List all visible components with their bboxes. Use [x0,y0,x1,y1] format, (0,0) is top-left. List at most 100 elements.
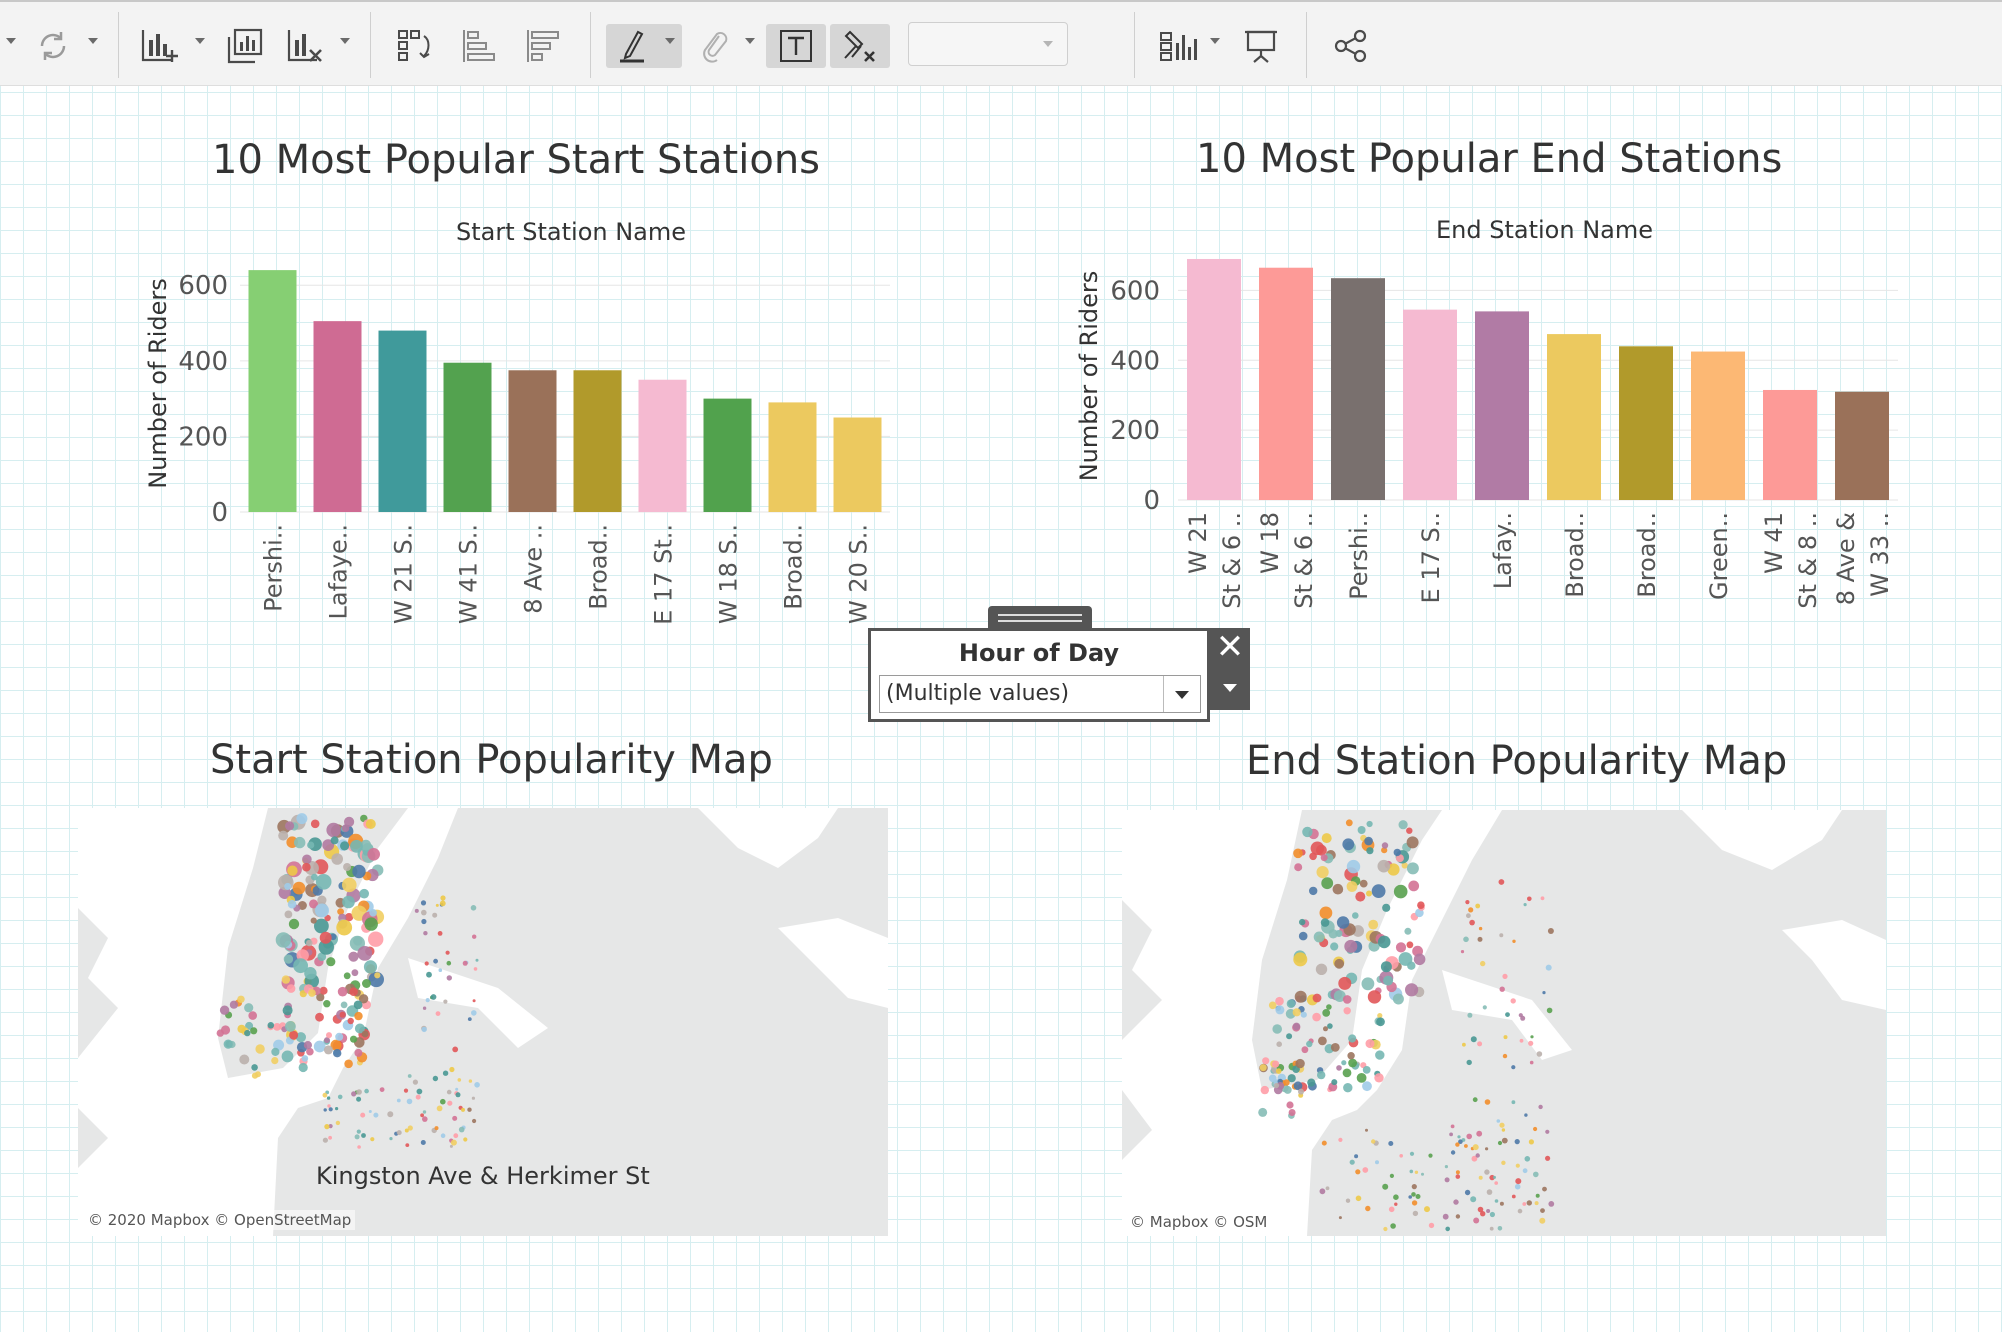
hour-of-day-filter: Hour of Day (Multiple values) [868,628,1210,722]
station-dot [309,899,318,909]
station-dot [1326,1004,1332,1010]
x-tick-label: Lafay.. [1489,512,1517,589]
clear-sheet-dropdown-caret[interactable] [340,38,350,44]
station-dot [344,913,354,922]
sort-descending-button[interactable] [520,24,566,68]
close-icon[interactable]: ✕ [1215,627,1245,667]
station-dot [361,1133,366,1138]
station-dot [356,1129,361,1134]
station-dot [1323,1026,1328,1032]
station-dot [407,1074,412,1078]
station-dot [322,1137,328,1143]
bar[interactable] [1403,309,1457,500]
show-mark-labels-button[interactable] [766,24,826,68]
station-dot [1354,1154,1359,1159]
station-dot [1545,1155,1551,1161]
group-dropdown-caret[interactable] [745,38,755,44]
refresh-dropdown-caret[interactable] [88,38,98,44]
bar[interactable] [1187,258,1241,500]
station-dot [1548,1201,1555,1207]
station-dot [359,888,370,899]
station-dot [1511,1194,1516,1199]
start-station-map[interactable]: Kingston Ave & Herkimer St © 2020 Mapbox… [78,808,888,1236]
end-station-map[interactable]: © Mapbox © OSM [1122,810,1886,1236]
station-dot [1415,1194,1421,1199]
station-markers[interactable] [1258,819,1555,1232]
filter-drag-handle[interactable] [988,606,1092,630]
refresh-button[interactable] [30,24,76,68]
new-worksheet-dropdown-caret[interactable] [195,38,205,44]
water-area [408,958,548,1048]
station-dot [248,1011,257,1020]
station-dot [1450,1150,1456,1155]
station-dot [1362,1167,1369,1173]
station-dot [336,919,353,936]
share-button[interactable] [1328,24,1374,68]
station-dot [296,813,308,825]
swap-icon [398,30,430,61]
station-dot [1342,838,1355,851]
station-dot [1494,1199,1499,1203]
presentation-mode-button[interactable] [1238,24,1284,68]
sort-ascending-button[interactable] [456,24,502,68]
station-dot [237,995,245,1003]
x-tick-label: Green.. [1705,512,1733,600]
bar[interactable] [1835,391,1889,500]
station-dot [474,1082,480,1088]
bar[interactable] [1547,334,1601,500]
bar[interactable] [638,379,687,512]
station-dot [292,881,306,895]
bar[interactable] [573,370,622,512]
group-members-button[interactable] [694,24,734,68]
chevron-down-icon [1043,41,1053,47]
station-dot [1498,879,1505,885]
station-dot [416,1088,423,1095]
station-dot [1486,1189,1493,1195]
station-dot [435,1011,441,1016]
bar[interactable] [313,321,362,512]
bar[interactable] [833,417,882,512]
duplicate-sheet-button[interactable] [222,24,268,68]
filter-title: Hour of Day [958,639,1120,667]
station-dot [1367,990,1382,1004]
bar[interactable] [1475,311,1529,500]
bar[interactable] [443,362,492,512]
station-dot [306,1047,314,1056]
station-dot [326,1032,332,1039]
highlight-button[interactable] [606,24,682,68]
bar[interactable] [1259,267,1313,500]
highlight-dropdown-caret[interactable] [665,38,675,44]
bar[interactable] [1331,278,1385,500]
end-chart-x-axis-title: End Station Name [1436,216,1653,244]
fix-axes-button[interactable] [830,24,890,68]
station-dot [1398,820,1408,830]
start-map-canvas [78,808,888,1236]
bar[interactable] [768,402,817,512]
bar[interactable] [378,330,427,512]
bar[interactable] [248,270,297,512]
bar[interactable] [1763,389,1817,500]
bar[interactable] [1691,351,1745,500]
bar[interactable] [508,370,557,512]
undo-dropdown-caret[interactable] [6,38,16,44]
station-dot [403,1088,409,1093]
x-tick-label: W 18 [1256,512,1284,574]
station-dot [368,1110,372,1113]
station-markers[interactable] [216,813,480,1149]
show-me-dropdown-caret[interactable] [1210,38,1220,44]
station-dot [1393,1194,1399,1200]
show-me-button[interactable] [1156,24,1202,68]
station-dot [331,853,343,865]
swap-rows-columns-button[interactable] [392,24,438,68]
filter-menu-button[interactable] [1210,670,1250,710]
bar[interactable] [703,398,752,512]
clear-sheet-button[interactable] [282,24,328,68]
station-dot [420,1113,424,1118]
station-dot [352,864,366,879]
fit-dropdown[interactable] [908,22,1068,66]
new-worksheet-button[interactable] [136,24,182,68]
bar[interactable] [1619,346,1673,500]
hour-of-day-select[interactable]: (Multiple values) [879,675,1201,713]
